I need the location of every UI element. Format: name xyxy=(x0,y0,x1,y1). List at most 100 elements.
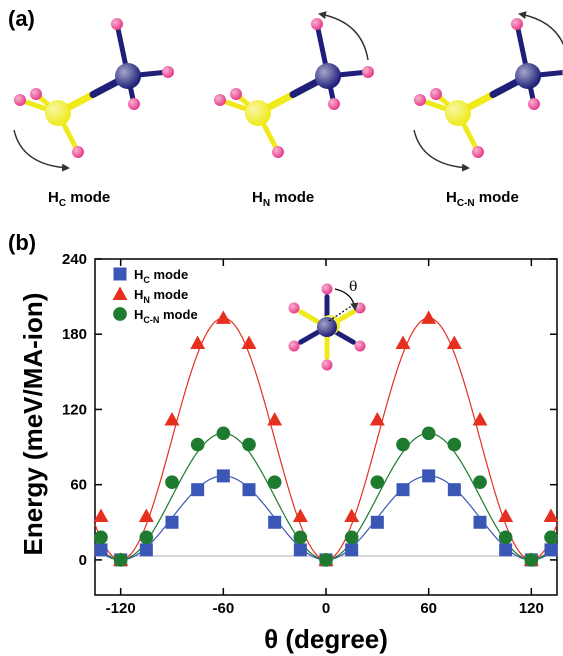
panel-b-label: (b) xyxy=(8,230,36,255)
legend: HC mode HN mode HC-N mode xyxy=(112,267,198,325)
hydrogen-atom xyxy=(354,340,366,352)
data-point xyxy=(499,543,513,557)
nitrogen-atom xyxy=(315,63,341,89)
axis-ticks: -120 -60 0 60 120 0 60 120 180 240 xyxy=(62,251,557,617)
data-point xyxy=(369,412,385,426)
legend-label: HN mode xyxy=(134,287,188,305)
hydrogen-atom xyxy=(288,302,300,314)
y-tick-label: 60 xyxy=(70,477,87,494)
data-point xyxy=(395,335,411,349)
mode-caption-hc-main: H xyxy=(48,189,59,206)
legend-label: HC-N mode xyxy=(134,307,198,325)
hydrogen-atom xyxy=(272,146,284,158)
data-point xyxy=(396,483,410,497)
data-point xyxy=(543,508,559,522)
fit-curve xyxy=(94,432,558,561)
mode-caption-hc-sub: C xyxy=(59,198,66,209)
inset-molecule: θ xyxy=(288,279,366,371)
y-axis-title: Energy (meV/MA-ion) xyxy=(18,293,48,556)
legend-marker xyxy=(112,286,128,300)
hydrogen-atom xyxy=(128,98,140,110)
hydrogen-atom xyxy=(288,340,300,352)
data-point xyxy=(268,515,282,529)
data-point xyxy=(165,475,179,489)
hydrogen-atom xyxy=(230,88,242,100)
data-point xyxy=(139,530,154,545)
data-point xyxy=(190,437,205,452)
data-point xyxy=(344,508,360,522)
data-point xyxy=(498,530,513,545)
hydrogen-atom xyxy=(321,283,333,295)
hydrogen-atom xyxy=(354,302,366,314)
carbon-atom xyxy=(245,100,271,126)
molecule xyxy=(214,11,374,158)
mode-caption-hcn: HC-N mode xyxy=(446,189,519,209)
data-point xyxy=(113,553,128,567)
data-point xyxy=(242,437,256,452)
mode-caption-hcn-rest: mode xyxy=(475,189,519,206)
data-point xyxy=(139,543,153,557)
data-point xyxy=(345,543,359,557)
hydrogen-atom xyxy=(362,66,374,78)
y-tick-label: 240 xyxy=(62,251,87,268)
mode-caption-hcn-sub: C-N xyxy=(457,198,475,209)
hydrogen-atom xyxy=(528,98,540,110)
rotation-arrow-icon xyxy=(413,129,470,172)
data-point xyxy=(319,553,333,567)
data-point xyxy=(164,412,180,426)
x-tick-label: -60 xyxy=(212,600,234,617)
svg-text:HC mode: HC mode xyxy=(48,189,110,209)
mode-caption-hn: HN mode xyxy=(252,189,314,209)
data-points xyxy=(93,310,559,567)
hydrogen-atom xyxy=(111,18,123,30)
data-point xyxy=(293,530,308,545)
mode-caption-hcn-main: H xyxy=(446,189,457,206)
inset-theta-label: θ xyxy=(349,279,357,295)
molecule xyxy=(13,18,174,172)
angle-arrow-icon xyxy=(334,288,359,311)
data-point xyxy=(191,483,205,497)
data-point xyxy=(447,483,461,497)
data-point xyxy=(241,335,257,349)
mode-caption-hn-sub: N xyxy=(263,198,270,209)
data-point xyxy=(472,412,488,426)
x-tick-label: 60 xyxy=(420,600,437,617)
data-point xyxy=(473,475,487,489)
legend-marker xyxy=(113,307,127,321)
data-point xyxy=(138,508,154,522)
nitrogen-atom xyxy=(317,317,337,337)
hydrogen-atom xyxy=(414,94,426,106)
data-point xyxy=(215,310,231,324)
mode-caption-hn-rest: mode xyxy=(270,189,314,206)
angle-reference-line xyxy=(328,304,354,322)
energy-plot: -120 -60 0 60 120 0 60 120 180 240 HC mode HN mode… xyxy=(62,251,559,617)
data-point xyxy=(292,508,308,522)
hydrogen-atom xyxy=(311,18,323,30)
data-point xyxy=(190,335,206,349)
nitrogen-atom xyxy=(115,63,141,89)
x-tick-label: 0 xyxy=(322,600,330,617)
svg-text:HC-N mode: HC-N mode xyxy=(446,189,519,209)
data-point xyxy=(422,469,436,483)
hydrogen-atom xyxy=(328,98,340,110)
svg-text:HN mode: HN mode xyxy=(252,189,314,209)
hydrogen-atom xyxy=(511,18,523,30)
mode-caption-hc: HC mode xyxy=(48,189,110,209)
x-axis-title: θ (degree) xyxy=(264,624,388,654)
data-point xyxy=(498,508,514,522)
data-point xyxy=(242,483,256,497)
data-point xyxy=(447,437,462,452)
data-point xyxy=(165,515,179,529)
hydrogen-atom xyxy=(162,66,174,78)
data-point xyxy=(396,437,410,452)
hydrogen-atom xyxy=(321,359,333,371)
fit-curve xyxy=(94,475,558,561)
hydrogen-atom xyxy=(472,146,484,158)
legend-label: HC mode xyxy=(134,267,188,285)
legend-marker xyxy=(113,267,127,281)
nitrogen-atom xyxy=(515,63,541,89)
molecule-illustrations xyxy=(13,11,563,172)
x-tick-label: -120 xyxy=(106,600,136,617)
data-point xyxy=(216,426,231,441)
data-point xyxy=(293,543,307,557)
